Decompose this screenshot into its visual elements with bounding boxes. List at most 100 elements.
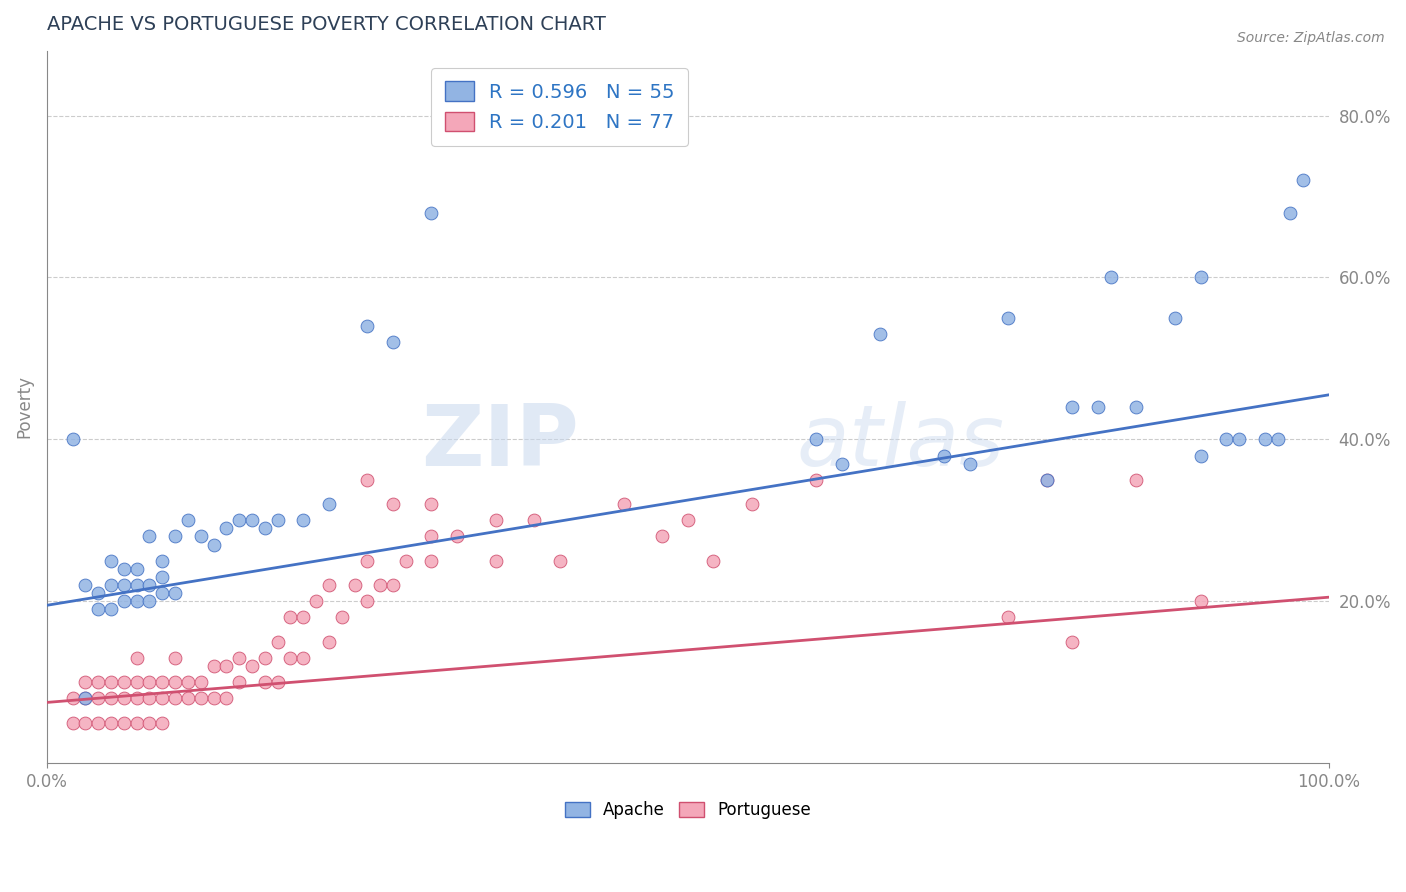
Point bbox=[613, 497, 636, 511]
Point bbox=[112, 562, 135, 576]
Point bbox=[280, 651, 302, 665]
Point bbox=[125, 691, 148, 706]
Point bbox=[1035, 473, 1057, 487]
Point bbox=[87, 675, 110, 690]
Point bbox=[382, 497, 405, 511]
Point bbox=[382, 335, 405, 350]
Point bbox=[382, 578, 405, 592]
Point bbox=[240, 659, 263, 673]
Point bbox=[112, 715, 135, 730]
Point bbox=[253, 651, 276, 665]
Point bbox=[1125, 473, 1147, 487]
Point bbox=[741, 497, 763, 511]
Point bbox=[100, 715, 122, 730]
Point bbox=[280, 610, 302, 624]
Point bbox=[75, 691, 97, 706]
Point bbox=[343, 578, 366, 592]
Point bbox=[1164, 310, 1187, 325]
Text: ZIP: ZIP bbox=[422, 401, 579, 484]
Point bbox=[190, 691, 212, 706]
Point bbox=[804, 473, 827, 487]
Point bbox=[292, 513, 315, 527]
Point bbox=[125, 562, 148, 576]
Legend: Apache, Portuguese: Apache, Portuguese bbox=[558, 795, 817, 826]
Point bbox=[420, 554, 443, 568]
Text: Source: ZipAtlas.com: Source: ZipAtlas.com bbox=[1237, 31, 1385, 45]
Point bbox=[997, 310, 1019, 325]
Point bbox=[1279, 205, 1302, 219]
Point bbox=[202, 659, 225, 673]
Point bbox=[869, 327, 891, 342]
Point bbox=[215, 659, 238, 673]
Point bbox=[1087, 400, 1109, 414]
Point bbox=[676, 513, 699, 527]
Point bbox=[330, 610, 353, 624]
Point bbox=[165, 529, 187, 543]
Point bbox=[138, 594, 160, 608]
Point bbox=[1267, 433, 1289, 447]
Point bbox=[87, 586, 110, 600]
Point bbox=[87, 602, 110, 616]
Point bbox=[420, 497, 443, 511]
Point bbox=[804, 433, 827, 447]
Point bbox=[959, 457, 981, 471]
Point bbox=[1253, 433, 1275, 447]
Point bbox=[138, 715, 160, 730]
Point bbox=[266, 513, 288, 527]
Point bbox=[112, 691, 135, 706]
Point bbox=[112, 675, 135, 690]
Point bbox=[253, 675, 276, 690]
Point bbox=[1035, 473, 1057, 487]
Point bbox=[75, 675, 97, 690]
Point bbox=[138, 578, 160, 592]
Point bbox=[1099, 270, 1122, 285]
Point bbox=[548, 554, 571, 568]
Point bbox=[356, 473, 378, 487]
Point bbox=[997, 610, 1019, 624]
Point bbox=[190, 529, 212, 543]
Point bbox=[934, 449, 956, 463]
Point bbox=[100, 554, 122, 568]
Point bbox=[253, 521, 276, 535]
Point bbox=[165, 675, 187, 690]
Point bbox=[202, 538, 225, 552]
Point bbox=[318, 497, 340, 511]
Point bbox=[228, 675, 250, 690]
Point bbox=[87, 691, 110, 706]
Point bbox=[446, 529, 468, 543]
Point bbox=[356, 319, 378, 334]
Point bbox=[1189, 594, 1212, 608]
Point bbox=[292, 651, 315, 665]
Point bbox=[150, 691, 173, 706]
Point bbox=[125, 594, 148, 608]
Point bbox=[202, 691, 225, 706]
Point bbox=[150, 554, 173, 568]
Point bbox=[62, 433, 84, 447]
Point bbox=[420, 529, 443, 543]
Point bbox=[215, 521, 238, 535]
Point bbox=[368, 578, 391, 592]
Text: APACHE VS PORTUGUESE POVERTY CORRELATION CHART: APACHE VS PORTUGUESE POVERTY CORRELATION… bbox=[46, 15, 606, 34]
Point bbox=[138, 675, 160, 690]
Point bbox=[62, 691, 84, 706]
Point bbox=[1062, 634, 1084, 648]
Point bbox=[523, 513, 546, 527]
Point bbox=[1292, 173, 1315, 187]
Point bbox=[125, 715, 148, 730]
Point bbox=[150, 586, 173, 600]
Point bbox=[1215, 433, 1237, 447]
Point bbox=[165, 691, 187, 706]
Point bbox=[177, 691, 200, 706]
Point bbox=[1062, 400, 1084, 414]
Point bbox=[356, 554, 378, 568]
Point bbox=[75, 691, 97, 706]
Point bbox=[100, 675, 122, 690]
Point bbox=[651, 529, 673, 543]
Point bbox=[1125, 400, 1147, 414]
Point bbox=[125, 675, 148, 690]
Point bbox=[190, 675, 212, 690]
Point bbox=[1189, 270, 1212, 285]
Point bbox=[112, 594, 135, 608]
Point bbox=[395, 554, 418, 568]
Point bbox=[150, 675, 173, 690]
